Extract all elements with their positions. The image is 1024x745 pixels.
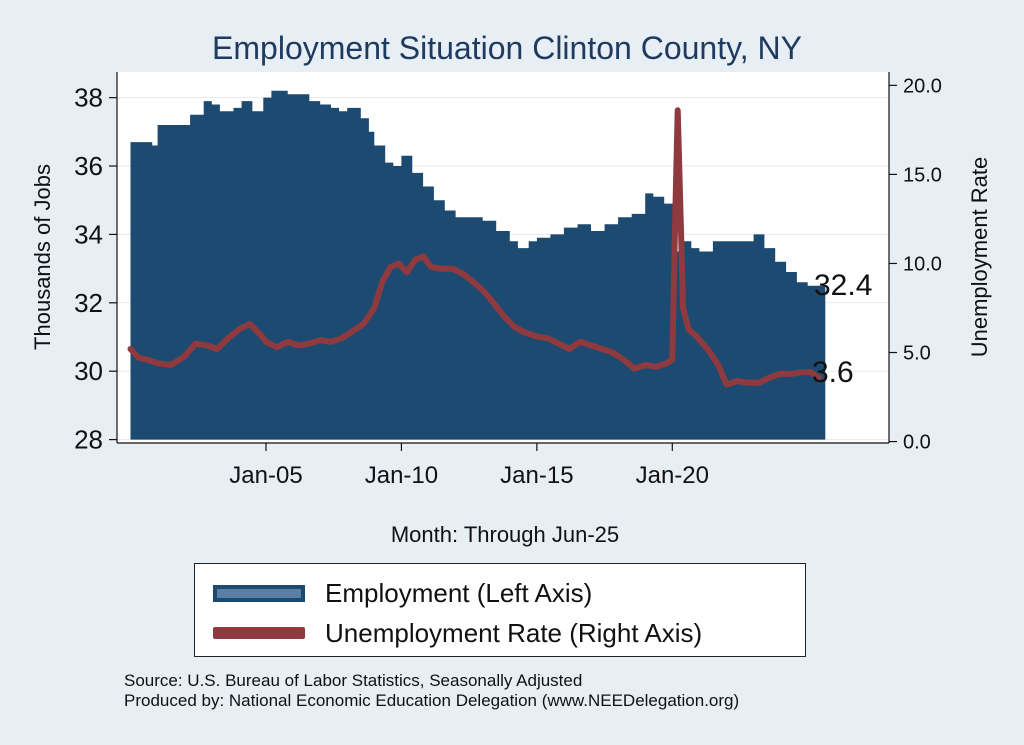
right-tick-label: 20.0 xyxy=(903,75,942,97)
chart-title: Employment Situation Clinton County, NY xyxy=(212,30,802,66)
right-tick-label: 0.0 xyxy=(903,432,931,454)
left-axis-label: Thousands of Jobs xyxy=(30,164,55,350)
left-tick-label: 36 xyxy=(74,151,103,181)
employment-area xyxy=(130,90,826,440)
right-tick-label: 15.0 xyxy=(903,164,942,186)
employment-swatch xyxy=(213,584,305,602)
x-tick-label: Jan-20 xyxy=(636,462,709,489)
left-tick-label: 32 xyxy=(74,288,103,318)
x-tick-label: Jan-15 xyxy=(500,462,573,489)
producer-line: Produced by: National Economic Education… xyxy=(124,691,740,710)
legend: Employment (Left Axis) Unemployment Rate… xyxy=(194,563,806,657)
left-tick-label: 28 xyxy=(74,425,103,455)
employment-end-label: 32.4 xyxy=(814,269,872,302)
unemployment-line xyxy=(127,107,822,388)
legend-item-unemployment: Unemployment Rate (Right Axis) xyxy=(213,618,702,648)
right-tick-label: 10.0 xyxy=(903,253,942,275)
x-tick-label: Jan-10 xyxy=(365,462,438,489)
left-tick-label: 38 xyxy=(74,83,103,113)
unemployment-end-label: 3.6 xyxy=(812,356,854,389)
legend-label-unemployment: Unemployment Rate (Right Axis) xyxy=(325,617,703,648)
left-tick-label: 30 xyxy=(74,356,103,386)
left-axis: 28 30 32 34 36 38 xyxy=(74,72,118,455)
left-tick-label: 34 xyxy=(74,219,103,249)
legend-label-employment: Employment (Left Axis) xyxy=(325,577,593,608)
x-axis: Jan-05 Jan-10 Jan-15 Jan-20 xyxy=(117,442,889,489)
unemployment-swatch xyxy=(213,627,305,639)
right-axis-label: Unemployment Rate xyxy=(967,157,992,358)
x-tick-label: Jan-05 xyxy=(229,462,302,489)
legend-item-employment: Employment (Left Axis) xyxy=(213,578,592,608)
source-notes: Source: U.S. Bureau of Labor Statistics,… xyxy=(124,671,739,711)
right-tick-label: 5.0 xyxy=(903,343,931,365)
x-axis-label: Month: Through Jun-25 xyxy=(391,522,619,547)
source-line: Source: U.S. Bureau of Labor Statistics,… xyxy=(124,671,583,690)
right-axis: 0.0 5.0 10.0 15.0 20.0 xyxy=(888,72,942,454)
